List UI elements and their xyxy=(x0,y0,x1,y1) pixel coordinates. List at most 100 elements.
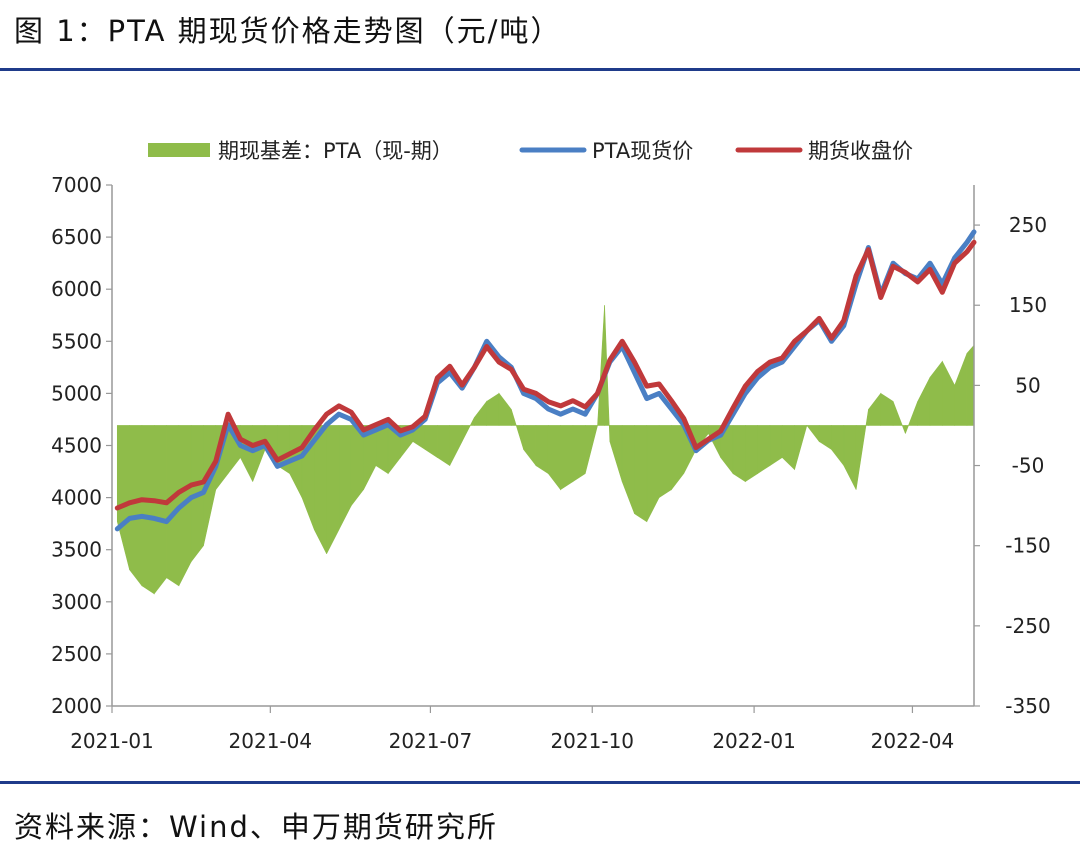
futures-price-point xyxy=(300,445,304,450)
basis-area-segment xyxy=(892,401,906,434)
basis-area-segment xyxy=(584,425,598,474)
futures-price-point xyxy=(214,459,218,463)
x-tick-label: 2021-04 xyxy=(229,729,313,753)
basis-area-segment xyxy=(831,425,845,467)
source-note: 资料来源：Wind、申万期货研究所 xyxy=(14,810,498,844)
basis-area-segment xyxy=(116,425,130,570)
futures-price-point xyxy=(152,499,156,503)
y-left-tick-label: 6000 xyxy=(51,277,102,301)
basis-area-segment xyxy=(437,425,451,467)
bottom-rule xyxy=(0,781,1080,784)
basis-area-segment xyxy=(597,305,605,426)
basis-area-segment xyxy=(609,425,623,482)
futures-price-point xyxy=(632,360,637,364)
spot-price-point xyxy=(632,370,637,375)
futures-price-point xyxy=(743,384,747,388)
futures-price-point xyxy=(719,429,723,433)
futures-price-point xyxy=(682,416,686,421)
futures-price-point xyxy=(608,358,612,362)
futures-price-point xyxy=(768,360,772,364)
spot-price-point xyxy=(177,506,181,510)
futures-price-point xyxy=(583,405,587,409)
spot-price-point xyxy=(965,240,969,244)
futures-price-point xyxy=(312,428,316,432)
basis-area-segment xyxy=(572,425,586,483)
basis-area-segment xyxy=(794,425,808,470)
spot-price-point xyxy=(152,516,156,521)
futures-price-point xyxy=(694,445,698,450)
futures-price-point xyxy=(398,429,403,433)
futures-price-point xyxy=(201,480,206,484)
basis-area-segment xyxy=(166,425,180,587)
basis-area-segment xyxy=(535,425,549,475)
futures-price-point xyxy=(965,250,969,254)
y-left-tick-label: 2000 xyxy=(51,694,102,718)
futures-price-point xyxy=(423,414,427,418)
basis-area-segment xyxy=(498,392,512,426)
basis-area-segment xyxy=(338,425,352,530)
futures-price-point xyxy=(448,364,452,368)
futures-price-point xyxy=(226,412,230,416)
futures-price-point xyxy=(288,452,292,456)
spot-price-point xyxy=(337,412,341,416)
spot-price-line xyxy=(114,229,977,532)
legend-label: PTA现货价 xyxy=(592,139,693,163)
futures-price-point xyxy=(842,318,846,323)
futures-price-point xyxy=(189,483,193,487)
basis-area-segment xyxy=(634,425,648,523)
legend-swatch-basis xyxy=(148,143,210,157)
futures-price-point xyxy=(792,339,797,343)
basis-area-segment xyxy=(905,401,919,434)
futures-price-point xyxy=(435,376,440,380)
figure-title: 图 1：PTA 期现货价格走势图（元/吨） xyxy=(14,14,562,48)
spot-price-point xyxy=(164,519,169,524)
spot-price-point xyxy=(288,459,292,463)
basis-area-segment xyxy=(954,353,968,426)
futures-price-point xyxy=(337,404,341,408)
basis-area-segment xyxy=(621,425,635,514)
basis-area-segment xyxy=(129,425,143,587)
futures-price-point xyxy=(238,437,243,441)
basis-area-segment xyxy=(141,425,155,595)
futures-price-point xyxy=(497,360,501,364)
spot-price-point xyxy=(645,397,649,401)
basis-area-segment xyxy=(486,392,500,426)
spot-price-point xyxy=(238,443,243,448)
futures-price-point xyxy=(571,399,575,403)
futures-price-point xyxy=(386,417,390,422)
y-right-tick-label: 150 xyxy=(1009,293,1047,317)
y-left-tick-label: 4500 xyxy=(51,434,102,458)
futures-price-point xyxy=(361,428,366,432)
basis-area-segment xyxy=(929,360,943,426)
x-tick-label: 2022-04 xyxy=(871,729,955,753)
futures-price-point xyxy=(805,329,809,333)
spot-price-point xyxy=(583,412,587,416)
basis-area-segment xyxy=(326,425,340,554)
basis-area-segment xyxy=(350,425,364,507)
futures-price-point xyxy=(817,316,821,320)
y-right-tick-label: -150 xyxy=(1005,534,1050,558)
spot-price-point xyxy=(972,230,976,234)
pta-price-chart: 期现基差：PTA（现-期） PTA现货价 期货收盘价 2000 2500 3000 350… xyxy=(51,139,1051,753)
spot-price-point xyxy=(928,261,932,265)
basis-area-segment xyxy=(646,425,660,522)
spot-price-point xyxy=(386,423,390,427)
futures-price-point xyxy=(645,384,649,388)
basis-area-segment xyxy=(769,425,783,467)
futures-price-point xyxy=(558,404,563,408)
basis-area-segment xyxy=(757,425,771,475)
spot-price-point xyxy=(374,428,378,432)
futures-price-point xyxy=(263,439,267,443)
basis-area-segment xyxy=(153,425,167,595)
spot-price-point xyxy=(325,423,329,427)
spot-price-point xyxy=(571,407,575,411)
basis-area-segment xyxy=(868,392,882,426)
spot-price-point xyxy=(115,527,119,531)
spot-price-point xyxy=(657,391,661,395)
futures-price-point xyxy=(953,261,957,265)
spot-price-point xyxy=(780,360,784,364)
futures-price-point xyxy=(731,406,735,410)
futures-price-point xyxy=(522,387,526,391)
basis-area-layer xyxy=(116,305,975,595)
futures-price-point xyxy=(275,458,279,462)
